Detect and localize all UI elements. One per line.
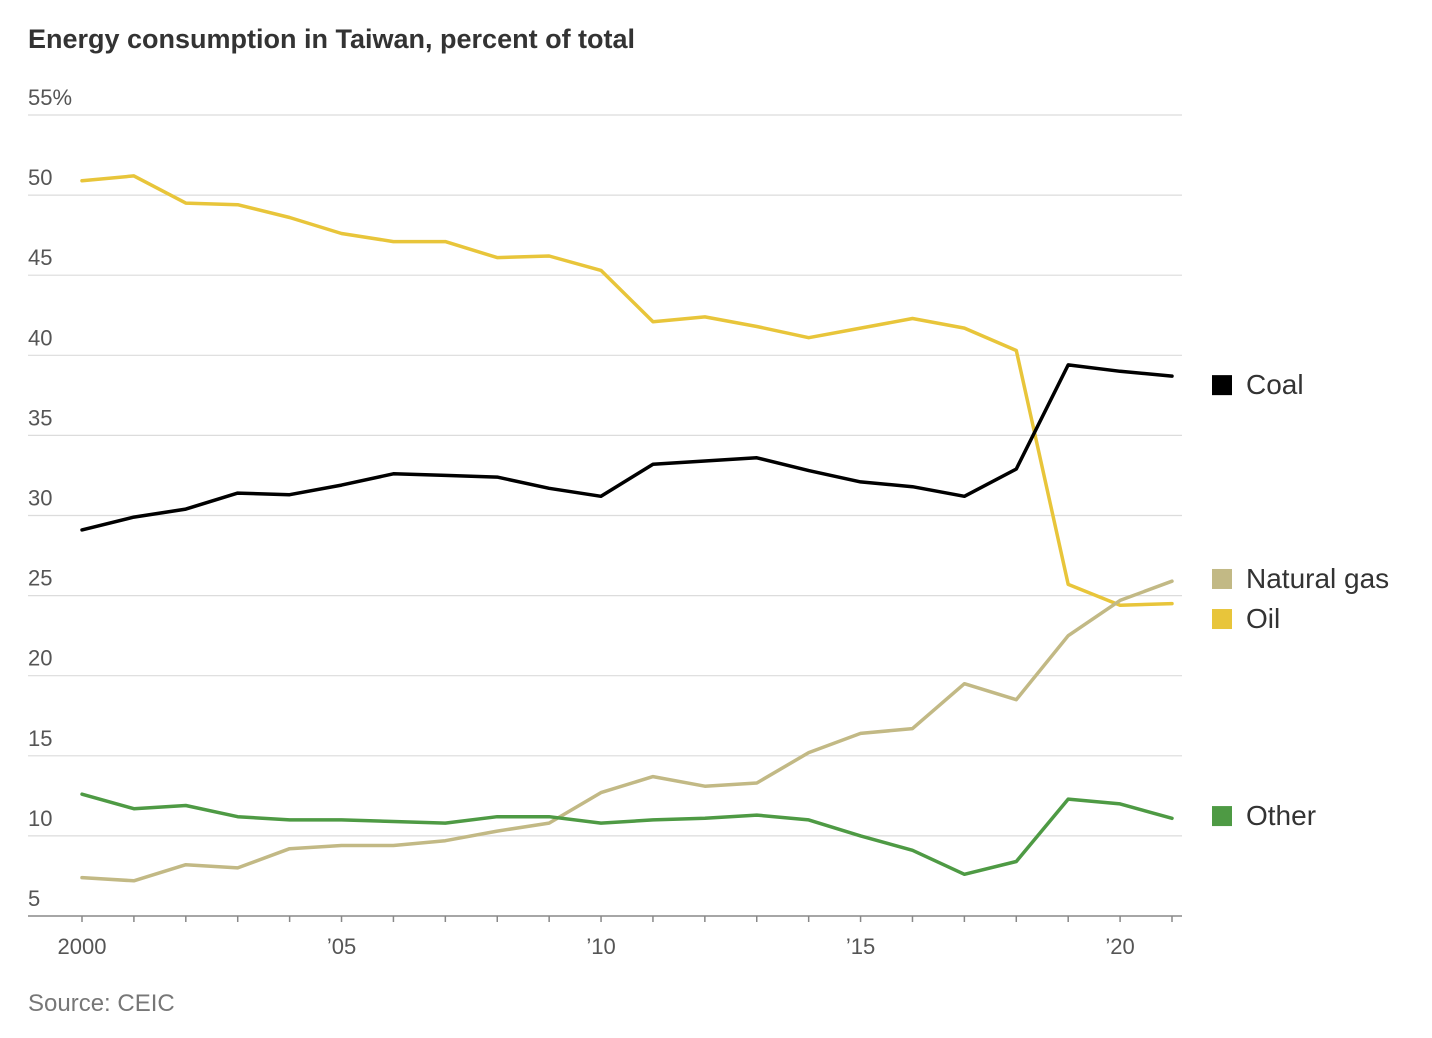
legend-label-oil: Oil — [1246, 603, 1280, 634]
x-tick-label: ’15 — [846, 934, 875, 959]
chart-title: Energy consumption in Taiwan, percent of… — [28, 24, 635, 54]
legend-swatch-other — [1212, 806, 1232, 827]
series-line-other — [80, 792, 1174, 877]
legend: Coal Natural gas Oil Other — [1212, 369, 1389, 831]
y-tick-label: 20 — [28, 646, 52, 671]
x-tick-label: ’10 — [586, 934, 615, 959]
source-note: Source: CEIC — [28, 990, 175, 1017]
legend-label-natural-gas: Natural gas — [1246, 563, 1389, 594]
y-tick-label: 50 — [28, 165, 52, 190]
x-axis: 2000 ’05 ’10 ’15 ’20 — [28, 915, 1182, 959]
x-tick-label: ’05 — [327, 934, 356, 959]
y-tick-label: 55% — [28, 85, 72, 110]
legend-label-coal: Coal — [1246, 369, 1304, 400]
gridlines: 55% 50 45 40 35 30 25 20 15 10 5 — [28, 85, 1182, 911]
legend-swatch-natural-gas — [1212, 568, 1232, 589]
series-line-oil — [80, 174, 1174, 607]
x-tick-label: 2000 — [58, 934, 107, 959]
y-tick-label: 35 — [28, 405, 52, 430]
y-tick-label: 45 — [28, 245, 52, 270]
legend-swatch-oil — [1212, 609, 1232, 630]
y-tick-label: 5 — [28, 886, 40, 911]
legend-swatch-coal — [1212, 375, 1232, 396]
y-tick-label: 40 — [28, 325, 52, 350]
legend-label-other: Other — [1246, 800, 1316, 831]
series-lines — [80, 174, 1174, 883]
series-line-coal — [80, 363, 1174, 532]
series-line-natural-gas — [80, 579, 1174, 883]
x-tick-label: ’20 — [1105, 934, 1134, 959]
y-tick-label: 30 — [28, 486, 52, 511]
y-tick-label: 25 — [28, 566, 52, 591]
y-tick-label: 10 — [28, 806, 52, 831]
y-tick-label: 15 — [28, 726, 52, 751]
